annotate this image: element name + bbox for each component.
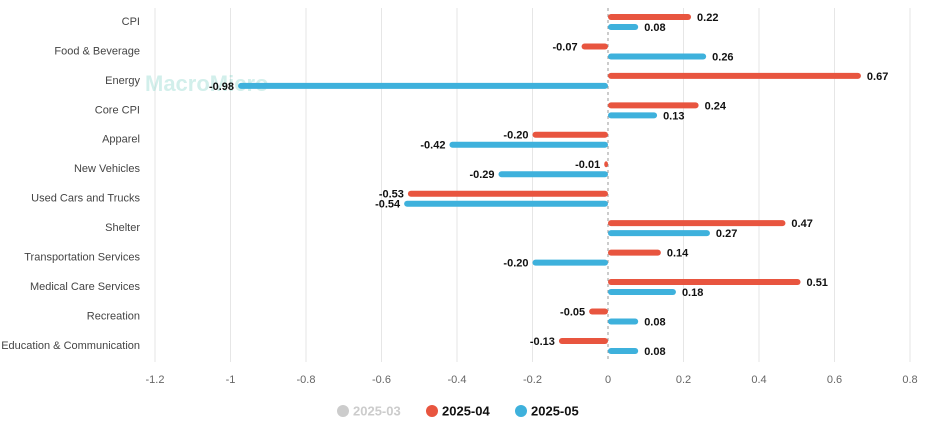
- category-label: Recreation: [87, 310, 140, 322]
- value-label: 0.08: [644, 22, 665, 34]
- legend-marker[interactable]: [426, 405, 438, 417]
- bar: [581, 43, 608, 50]
- x-tick-label: 0.8: [902, 374, 917, 386]
- category-label: New Vehicles: [74, 163, 141, 175]
- bar: [604, 161, 608, 168]
- value-label: -0.53: [379, 189, 404, 201]
- bar: [589, 308, 608, 315]
- value-label: 0.14: [667, 248, 689, 260]
- legend-marker[interactable]: [515, 405, 527, 417]
- x-tick-label: 0: [605, 374, 611, 386]
- x-tick-label: -0.4: [448, 374, 467, 386]
- legend-marker[interactable]: [337, 405, 349, 417]
- value-label: 0.26: [712, 51, 733, 63]
- bar: [558, 337, 608, 344]
- category-label: Transportation Services: [24, 252, 140, 264]
- bar: [608, 220, 786, 227]
- bar: [608, 24, 639, 30]
- value-label: 0.18: [682, 287, 703, 299]
- value-label: -0.42: [420, 140, 445, 152]
- x-tick-label: -0.6: [372, 374, 391, 386]
- bar: [407, 190, 608, 197]
- category-label: Apparel: [102, 134, 140, 146]
- category-label: CPI: [122, 16, 140, 28]
- bar: [608, 72, 861, 79]
- value-label: 0.08: [644, 346, 665, 358]
- value-label: 0.24: [705, 100, 727, 112]
- x-tick-label: -1: [226, 374, 236, 386]
- value-label: -0.01: [575, 159, 600, 171]
- bar: [498, 171, 608, 178]
- value-label: -0.54: [375, 199, 401, 211]
- bar: [449, 141, 608, 148]
- bar: [608, 14, 692, 20]
- category-label: Shelter: [105, 222, 140, 234]
- x-tick-label: 0.2: [676, 374, 691, 386]
- category-label: Used Cars and Trucks: [31, 193, 140, 205]
- value-label: -0.20: [503, 258, 528, 270]
- category-label: Medical Care Services: [30, 281, 141, 293]
- bar: [608, 102, 699, 109]
- bar: [608, 279, 801, 286]
- legend-label[interactable]: 2025-03: [353, 403, 401, 418]
- value-label: -0.98: [209, 81, 234, 93]
- category-label: Core CPI: [95, 104, 140, 116]
- x-tick-label: -1.2: [146, 374, 165, 386]
- x-tick-label: -0.8: [297, 374, 316, 386]
- value-label: 0.67: [867, 71, 888, 83]
- bar: [608, 289, 676, 296]
- bar: [608, 112, 658, 119]
- bar: [608, 249, 661, 256]
- value-label: 0.47: [791, 218, 812, 230]
- value-label: -0.29: [469, 169, 494, 181]
- bar: [608, 230, 710, 237]
- legend-label[interactable]: 2025-04: [442, 403, 490, 418]
- category-label: Education & Communication: [1, 340, 140, 352]
- value-label: 0.13: [663, 110, 684, 122]
- category-label: Food & Beverage: [54, 45, 140, 57]
- bar: [532, 131, 608, 138]
- bar: [238, 82, 609, 89]
- legend-label[interactable]: 2025-05: [531, 403, 579, 418]
- bar: [608, 53, 707, 60]
- bar: [532, 259, 608, 266]
- value-label: 0.22: [697, 12, 718, 24]
- bar: [608, 347, 639, 354]
- value-label: 0.27: [716, 228, 737, 240]
- value-label: -0.05: [560, 306, 585, 318]
- bar: [608, 318, 639, 325]
- value-label: -0.20: [503, 130, 528, 142]
- category-label: Energy: [105, 75, 140, 87]
- value-label: 0.08: [644, 316, 665, 328]
- x-tick-label: 0.4: [751, 374, 766, 386]
- x-tick-label: 0.6: [827, 374, 842, 386]
- value-label: -0.13: [530, 336, 555, 348]
- x-tick-label: -0.2: [523, 374, 542, 386]
- value-label: 0.51: [807, 277, 828, 289]
- value-label: -0.07: [552, 41, 577, 53]
- bar: [404, 200, 608, 207]
